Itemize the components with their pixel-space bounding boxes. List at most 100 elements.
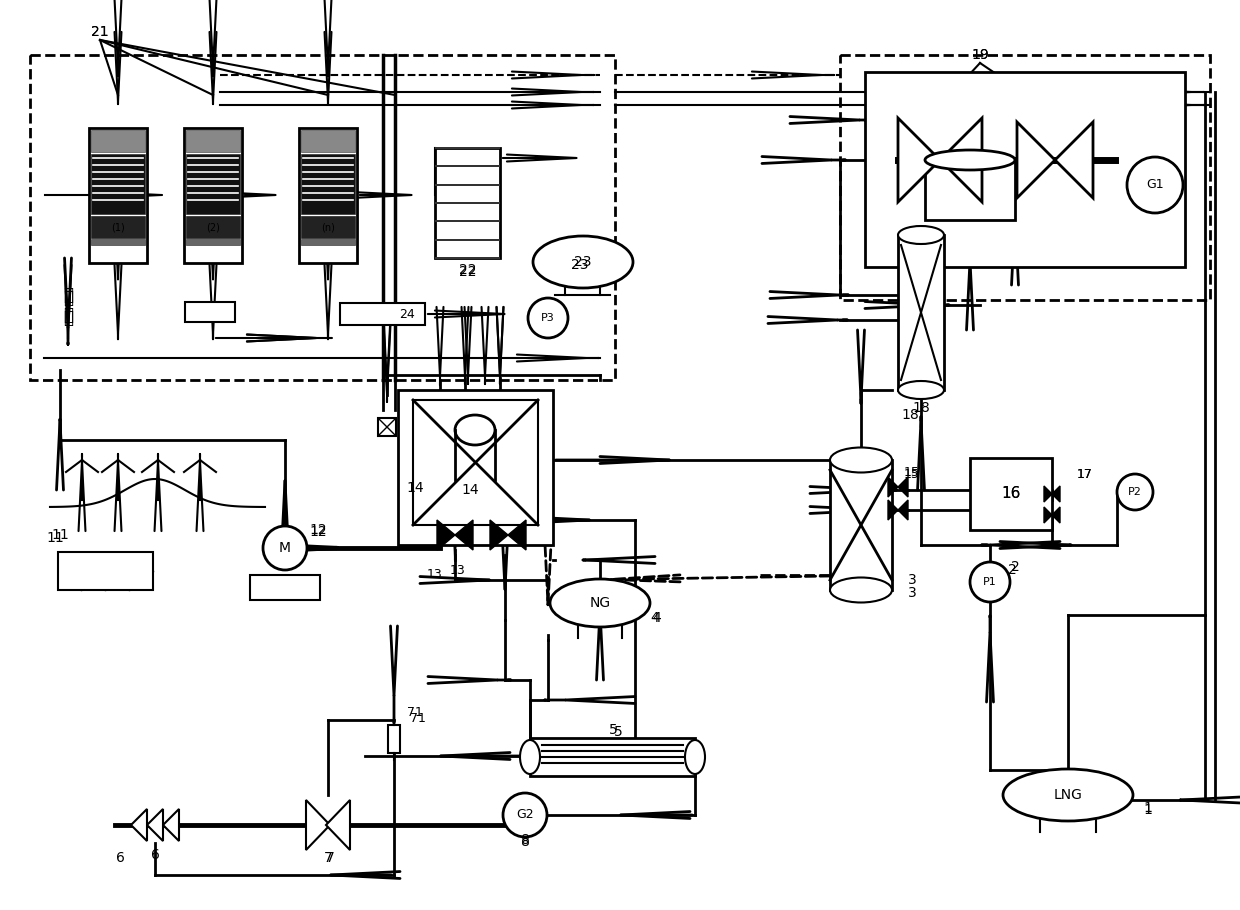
Polygon shape	[898, 500, 908, 520]
Polygon shape	[888, 500, 898, 520]
Text: 16: 16	[1002, 487, 1021, 501]
Text: LNG: LNG	[1054, 788, 1083, 802]
Text: 22: 22	[459, 263, 476, 277]
Ellipse shape	[533, 236, 632, 288]
Bar	[299, 128, 357, 263]
Text: 21: 21	[92, 25, 109, 39]
Polygon shape	[436, 520, 455, 550]
Text: 71: 71	[407, 705, 423, 719]
Text: 24: 24	[399, 308, 415, 320]
Bar	[301, 239, 355, 245]
Text: 23: 23	[572, 258, 589, 272]
Text: P2: P2	[1128, 487, 1142, 497]
Text: 8: 8	[521, 833, 529, 847]
Polygon shape	[1055, 122, 1092, 198]
Bar	[970, 458, 1052, 530]
Text: 7: 7	[324, 851, 332, 865]
Text: 气: 气	[63, 309, 73, 327]
Bar	[413, 400, 538, 525]
Bar	[89, 128, 148, 263]
Bar	[301, 216, 355, 238]
Ellipse shape	[1003, 769, 1133, 821]
Bar	[839, 55, 1210, 300]
Ellipse shape	[551, 579, 650, 627]
Ellipse shape	[898, 226, 944, 244]
Text: (n): (n)	[321, 222, 335, 232]
Text: 3: 3	[908, 586, 916, 600]
Text: G1: G1	[1146, 178, 1164, 191]
Bar	[185, 302, 236, 322]
Bar	[435, 202, 500, 204]
Text: 15: 15	[904, 467, 920, 480]
Polygon shape	[508, 520, 526, 550]
Text: 19: 19	[971, 48, 988, 62]
Bar	[186, 239, 241, 245]
Ellipse shape	[925, 150, 1016, 170]
Text: 21: 21	[92, 25, 109, 39]
Text: 14: 14	[407, 481, 424, 495]
Text: 13: 13	[450, 563, 466, 577]
Polygon shape	[898, 477, 908, 497]
Text: 8: 8	[521, 835, 529, 849]
Text: 12: 12	[309, 523, 327, 537]
Text: 4: 4	[651, 611, 660, 625]
Text: 3: 3	[908, 573, 916, 587]
Bar	[250, 575, 320, 600]
Circle shape	[263, 526, 308, 570]
Text: 11: 11	[46, 531, 64, 545]
Text: 23: 23	[574, 255, 591, 269]
Bar	[435, 238, 500, 240]
Bar	[866, 72, 1185, 267]
Bar	[435, 166, 500, 167]
Text: 15: 15	[904, 469, 920, 481]
Bar	[340, 303, 425, 325]
Polygon shape	[898, 118, 940, 202]
Text: 1: 1	[1143, 801, 1152, 815]
Bar	[435, 257, 500, 259]
Text: 2: 2	[1011, 560, 1019, 574]
Bar	[830, 460, 892, 590]
Text: 16: 16	[1002, 487, 1021, 501]
Text: 11: 11	[51, 528, 69, 542]
Polygon shape	[1017, 122, 1055, 198]
Bar	[398, 390, 553, 545]
Bar	[58, 552, 153, 590]
Bar	[301, 154, 355, 214]
Text: NG: NG	[589, 596, 610, 610]
Bar	[529, 738, 694, 776]
Ellipse shape	[455, 415, 495, 445]
Circle shape	[1117, 474, 1153, 510]
Polygon shape	[1052, 507, 1060, 523]
Text: 6: 6	[150, 848, 160, 862]
Text: 4: 4	[652, 611, 661, 625]
Bar	[91, 154, 145, 214]
Text: 71: 71	[410, 712, 425, 724]
Text: 空: 空	[63, 289, 73, 307]
Bar	[435, 184, 500, 186]
Polygon shape	[1052, 486, 1060, 502]
Bar	[91, 216, 145, 238]
Text: 7: 7	[326, 851, 335, 865]
Text: 14: 14	[461, 483, 479, 497]
Bar	[301, 130, 355, 152]
Polygon shape	[1044, 507, 1052, 523]
Polygon shape	[1044, 486, 1052, 502]
Polygon shape	[490, 520, 508, 550]
Bar	[898, 235, 944, 390]
Circle shape	[1127, 157, 1183, 213]
Bar	[91, 130, 145, 152]
Text: 1: 1	[1143, 803, 1152, 817]
Bar	[388, 725, 401, 753]
Text: 2: 2	[1008, 563, 1017, 577]
Bar	[925, 160, 1016, 220]
Ellipse shape	[898, 381, 944, 399]
Polygon shape	[162, 809, 179, 841]
Text: P3: P3	[541, 313, 554, 323]
Bar	[30, 55, 615, 380]
Bar	[435, 148, 500, 258]
Text: M: M	[279, 541, 291, 555]
Text: (1): (1)	[112, 222, 125, 232]
Text: G2: G2	[516, 808, 533, 822]
Text: 5: 5	[614, 725, 622, 739]
Bar	[186, 216, 241, 238]
